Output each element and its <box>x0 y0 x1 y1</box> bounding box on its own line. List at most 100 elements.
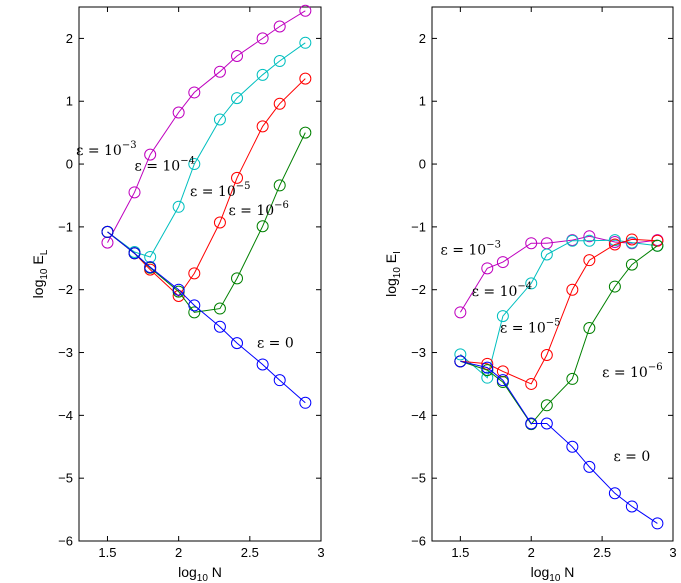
data-point-eps-1e-5 <box>540 349 553 362</box>
data-point-eps-0 <box>625 500 638 513</box>
y-tick-label: 0 <box>419 157 426 172</box>
data-point-eps-1e-6 <box>273 179 286 192</box>
data-point-eps-0 <box>172 283 185 296</box>
data-point-eps-1e-4 <box>525 277 538 290</box>
y-tick-label: −3 <box>58 345 73 360</box>
data-point-eps-0 <box>583 460 596 473</box>
data-point-eps-1e-6 <box>481 364 494 377</box>
y-tick-label: −4 <box>411 408 426 423</box>
y-tick-label: −1 <box>58 219 73 234</box>
data-point-eps-1e-4 <box>213 113 226 126</box>
data-point-eps-1e-4 <box>583 234 596 247</box>
data-point-eps-1e-5 <box>625 233 638 246</box>
data-point-eps-0 <box>496 374 509 387</box>
data-point-eps-0 <box>273 374 286 387</box>
series-annotation: ε = 10−5 <box>500 317 560 336</box>
data-point-eps-0 <box>101 225 114 238</box>
series-eps-0 <box>454 355 664 530</box>
data-point-eps-1e-3 <box>144 148 157 161</box>
series-line-eps-1e-4 <box>107 42 306 258</box>
data-point-eps-1e-3 <box>231 50 244 63</box>
series-annotation: ε = 0 <box>613 449 650 465</box>
y-tick-label: 1 <box>419 94 426 109</box>
series-annotation: ε = 10−6 <box>228 200 288 219</box>
x-axis-label: log10 N <box>178 564 222 583</box>
series-line-eps-1e-6 <box>460 245 658 425</box>
data-point-eps-1e-3 <box>101 236 114 249</box>
data-point-eps-1e-5 <box>608 238 621 251</box>
data-point-eps-1e-3 <box>454 306 467 319</box>
y-tick-label: 0 <box>66 157 73 172</box>
data-point-eps-0 <box>299 396 312 409</box>
series-eps-0 <box>101 225 312 409</box>
series-annotation: ε = 10−4 <box>135 155 195 174</box>
data-point-eps-0 <box>481 361 494 374</box>
y-tick-label: −6 <box>58 534 73 549</box>
data-point-eps-1e-4 <box>625 236 638 249</box>
series-eps-1e-6 <box>101 126 312 319</box>
data-point-eps-1e-3 <box>256 32 269 45</box>
data-point-eps-0 <box>213 320 226 333</box>
data-point-eps-1e-4 <box>481 371 494 384</box>
y-tick-label: −1 <box>411 219 426 234</box>
data-point-eps-1e-5 <box>172 289 185 302</box>
axes-frame <box>78 6 322 542</box>
y-tick-label: 1 <box>66 94 73 109</box>
y-tick-label: −4 <box>58 408 73 423</box>
data-point-eps-1e-4 <box>566 234 579 247</box>
series-line-eps-1e-3 <box>107 10 306 243</box>
series-line-eps-0 <box>460 360 658 524</box>
series-eps-1e-4 <box>101 36 312 264</box>
data-point-eps-1e-6 <box>213 302 226 315</box>
x-tick-label: 1.5 <box>98 545 116 560</box>
data-point-eps-1e-6 <box>299 126 312 139</box>
series-line-eps-1e-5 <box>460 238 658 385</box>
data-point-eps-1e-3 <box>188 86 201 99</box>
data-point-eps-1e-3 <box>213 65 226 78</box>
data-point-eps-1e-4 <box>496 310 509 323</box>
series-annotation: ε = 10−5 <box>190 181 250 200</box>
series-annotation: ε = 10−3 <box>76 140 136 159</box>
series-line-eps-1e-4 <box>460 239 658 379</box>
x-tick-label: 2.5 <box>593 545 611 560</box>
data-point-eps-0 <box>454 355 467 368</box>
y-tick-label: −2 <box>58 282 73 297</box>
series-eps-1e-4 <box>454 234 664 384</box>
data-point-eps-1e-6 <box>583 322 596 335</box>
data-point-eps-1e-5 <box>256 120 269 133</box>
data-point-eps-0 <box>566 440 579 453</box>
data-point-eps-1e-4 <box>454 348 467 361</box>
data-point-eps-1e-6 <box>256 220 269 233</box>
data-point-eps-0 <box>525 417 538 430</box>
data-point-eps-1e-6 <box>608 280 621 293</box>
data-point-eps-1e-6 <box>625 258 638 271</box>
series-eps-1e-3 <box>101 4 312 249</box>
data-point-eps-1e-3 <box>583 230 596 243</box>
data-point-eps-1e-4 <box>540 248 553 261</box>
data-point-eps-1e-4 <box>608 234 621 247</box>
data-point-eps-1e-5 <box>566 283 579 296</box>
data-point-eps-1e-6 <box>540 399 553 412</box>
series-annotation: ε = 10−3 <box>441 239 501 258</box>
y-tick-label: −5 <box>58 471 73 486</box>
data-point-eps-1e-6 <box>231 272 244 285</box>
x-tick-label: 2.5 <box>241 545 259 560</box>
data-point-eps-1e-4 <box>188 158 201 171</box>
right-panel-e-i: 1.5 2 2.5 3 −6 −5 −4 −3 −2 −1 0 1 2 log10 N log10 EI ε … <box>383 6 677 583</box>
data-point-eps-0 <box>188 299 201 312</box>
data-point-eps-1e-5 <box>525 377 538 390</box>
data-point-eps-1e-6 <box>566 372 579 385</box>
x-axis-label: log10 N <box>531 564 575 583</box>
x-tick-label: 1.5 <box>451 545 469 560</box>
axes-frame <box>431 6 674 542</box>
y-tick-label: −3 <box>411 345 426 360</box>
series-eps-1e-6 <box>454 239 664 431</box>
data-point-eps-0 <box>256 358 269 371</box>
data-point-eps-1e-3 <box>273 20 286 33</box>
y-tick-label: −6 <box>411 534 426 549</box>
data-point-eps-0 <box>231 337 244 350</box>
data-point-eps-1e-3 <box>128 186 141 199</box>
data-point-eps-0 <box>608 487 621 500</box>
data-point-eps-1e-6 <box>188 306 201 319</box>
